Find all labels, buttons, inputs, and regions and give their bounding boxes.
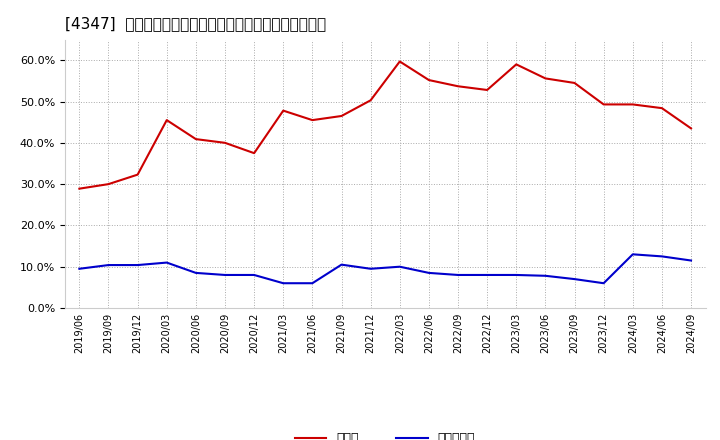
Line: 有利子負債: 有利子負債 <box>79 254 691 283</box>
Legend: 現預金, 有利子負債: 現預金, 有利子負債 <box>290 427 480 440</box>
現預金 <box>279 108 287 113</box>
有利子負債 <box>250 272 258 278</box>
有利子負債 <box>483 272 492 278</box>
現預金 <box>366 98 375 103</box>
現預金 <box>687 126 696 131</box>
現預金 <box>192 136 200 142</box>
有利子負債 <box>104 262 113 268</box>
有利子負債 <box>629 252 637 257</box>
有利子負債 <box>512 272 521 278</box>
Line: 現預金: 現預金 <box>79 62 691 189</box>
現預金 <box>163 117 171 123</box>
現預金 <box>395 59 404 64</box>
有利子負債 <box>395 264 404 269</box>
有利子負債 <box>279 281 287 286</box>
現預金 <box>629 102 637 107</box>
現預金 <box>337 114 346 119</box>
有利子負債 <box>687 258 696 263</box>
有利子負債 <box>541 273 550 279</box>
有利子負債 <box>308 281 317 286</box>
有利子負債 <box>425 270 433 275</box>
現預金 <box>250 150 258 156</box>
有利子負債 <box>163 260 171 265</box>
現預金 <box>570 81 579 86</box>
有利子負債 <box>570 276 579 282</box>
有利子負債 <box>454 272 462 278</box>
現預金 <box>425 77 433 83</box>
現預金 <box>133 172 142 177</box>
有利子負債 <box>337 262 346 267</box>
現預金 <box>657 106 666 111</box>
現預金 <box>541 76 550 81</box>
現預金 <box>512 62 521 67</box>
有利子負債 <box>133 262 142 268</box>
現預金 <box>75 186 84 191</box>
有利子負債 <box>366 266 375 271</box>
現預金 <box>454 84 462 89</box>
有利子負債 <box>75 266 84 271</box>
有利子負債 <box>220 272 229 278</box>
現預金 <box>104 181 113 187</box>
有利子負債 <box>599 281 608 286</box>
現預金 <box>308 117 317 123</box>
現預金 <box>220 140 229 146</box>
有利子負債 <box>192 270 200 275</box>
Text: [4347]  現預金、有利子負債の総資産に対する比率の推移: [4347] 現預金、有利子負債の総資産に対する比率の推移 <box>65 16 326 32</box>
現預金 <box>599 102 608 107</box>
有利子負債 <box>657 254 666 259</box>
現預金 <box>483 87 492 92</box>
